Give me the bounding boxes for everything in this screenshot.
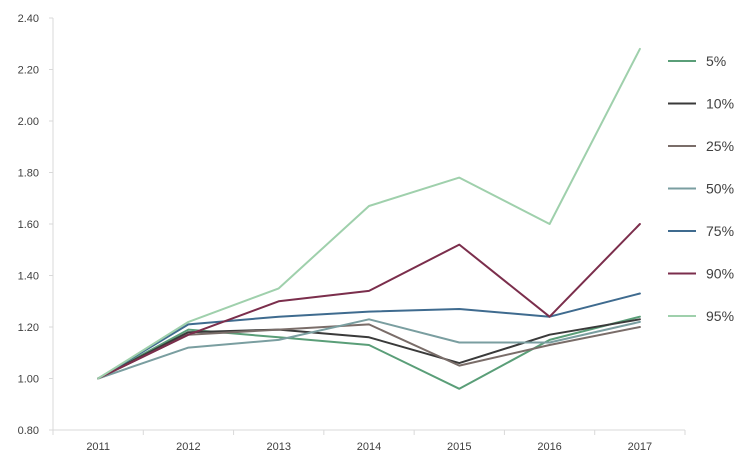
legend-label: 95% xyxy=(706,308,734,324)
legend-label: 50% xyxy=(706,181,734,197)
legend-label: 25% xyxy=(706,138,734,154)
x-tick-label: 2016 xyxy=(537,441,561,453)
legend-label: 75% xyxy=(706,223,734,239)
y-tick-label: 1.20 xyxy=(18,322,39,334)
y-tick-label: 2.20 xyxy=(18,65,39,77)
y-tick-label: 1.40 xyxy=(18,271,39,283)
y-tick-label: 1.00 xyxy=(18,374,39,386)
series-line-95pct xyxy=(97,47,641,380)
series-line-5pct xyxy=(97,315,641,390)
y-tick-label: 2.40 xyxy=(18,13,39,25)
legend-label: 90% xyxy=(706,266,734,282)
x-tick-label: 2011 xyxy=(86,441,110,453)
x-tick-label: 2015 xyxy=(447,441,471,453)
series-line-90pct xyxy=(97,223,641,380)
y-tick-label: 1.80 xyxy=(18,168,39,180)
series-line-50pct xyxy=(97,318,641,380)
x-tick-label: 2012 xyxy=(176,441,200,453)
y-tick-label: 1.60 xyxy=(18,219,39,231)
legend-label: 5% xyxy=(706,53,726,69)
x-tick-label: 2013 xyxy=(266,441,290,453)
y-tick-label: 2.00 xyxy=(18,116,39,128)
y-tick-label: 0.80 xyxy=(18,425,39,437)
x-tick-label: 2014 xyxy=(357,441,381,453)
series-line-10pct xyxy=(97,318,641,380)
x-tick-label: 2017 xyxy=(628,441,652,453)
legend-label: 10% xyxy=(706,96,734,112)
